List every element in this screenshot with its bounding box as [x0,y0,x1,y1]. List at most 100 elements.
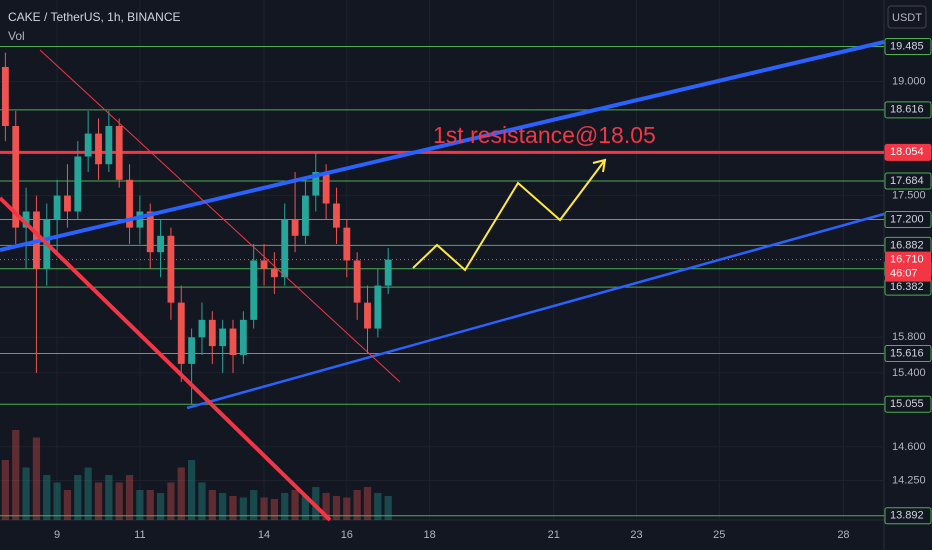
level-label: 18.616 [890,104,924,116]
x-tick-label: 14 [258,529,270,541]
projection-arrow [592,158,607,173]
candle-body [157,235,164,253]
level-label-box [884,507,932,525]
candle-body [270,268,278,278]
candle-body [374,285,382,329]
candle-body [322,171,330,204]
candle-body [167,235,175,303]
projection [412,159,606,272]
candle-body [95,133,102,165]
volume-bar [301,496,310,520]
volume-bar [146,490,154,520]
level-label-box [884,172,932,190]
volume-bar [12,430,20,520]
candle-body [291,219,299,236]
volume-bar [187,460,196,520]
candle-body [302,195,309,236]
volume-bar [229,496,237,520]
candle-body [229,328,237,355]
volume-bar [343,497,351,520]
x-tick-label: 21 [548,529,560,541]
level-label-box [884,211,932,229]
volume-bar [74,475,82,520]
volume-bar [384,496,392,520]
candle-body [219,328,227,347]
x-tick-label: 23 [630,529,642,541]
volume-bar [198,482,206,520]
volume-bar [105,475,113,520]
x-tick-label: 28 [837,529,849,541]
candle-body [281,219,289,278]
level-label: 19.485 [890,40,924,52]
volume-bar [177,467,185,520]
candle-body [312,171,320,196]
candle-body [353,260,361,303]
lower-channel [186,212,885,410]
volume-bar [94,482,103,520]
candle-body [208,319,216,347]
candle-body [12,126,20,228]
volume-bar [322,493,330,520]
candle-body [115,126,123,180]
candle-body [384,259,392,286]
y-tick-label: 19.000 [892,75,926,87]
volume-bar [332,496,341,520]
level-label-box [884,101,932,119]
level-label-box [884,38,932,56]
volume-bar [239,497,247,520]
candle-body [364,302,371,329]
level-label: 18.054 [890,146,924,158]
volume-bar [281,493,289,520]
level-label: 15.055 [890,398,924,410]
x-tick-label: 16 [341,529,353,541]
volume-bar [353,490,361,520]
volume-bar [115,482,123,520]
volume-bar [374,493,382,520]
volume-bar [291,490,299,520]
level-label-box [884,395,932,413]
chart-title: CAKE / TetherUS, 1h, BINANCE [8,10,181,24]
last-price-label: 16.710 [890,254,924,266]
candle-body [250,260,258,320]
candle-body [22,211,30,228]
x-tick-label: 11 [134,529,145,541]
candle-body [64,195,71,212]
volume-bar [270,499,279,520]
upper-channel [0,40,885,252]
candle-body [343,227,351,261]
level-label: 16.382 [890,281,924,293]
candle-body [188,337,196,364]
volume-bar [156,493,165,520]
volume-bar [250,490,258,520]
x-tick-label: 18 [423,529,435,541]
level-label: 15.616 [890,347,924,359]
volume-bar [208,490,216,520]
volume-bar [167,482,175,520]
level-label-box [884,345,932,363]
levels [0,46,884,517]
volume-label: Vol [8,29,25,43]
level-label-box [884,143,932,161]
volume-bar [219,493,227,520]
volume-bar [1,460,10,520]
candle-body [260,260,268,269]
candle-body [239,319,247,355]
level-label: 17.200 [890,213,924,225]
x-tick-label: 9 [54,529,60,541]
candle-body [1,66,9,127]
candle-body [53,195,61,220]
volume-bar [43,475,51,520]
candle-body [146,211,154,253]
currency[interactable]: USDT [892,12,922,24]
volume-bar [53,482,61,520]
candle-body [126,179,133,228]
candle-body [105,126,113,165]
y-tick-label: 14.250 [892,474,926,486]
level-label: 16.882 [890,239,924,251]
currency-box[interactable] [887,5,927,29]
candle-body [74,156,82,212]
countdown: 46:07 [890,268,918,280]
axis: 9 11 14 16 18 21 23 25 28 19.000 17.500 15.800 15.40… [54,38,932,541]
